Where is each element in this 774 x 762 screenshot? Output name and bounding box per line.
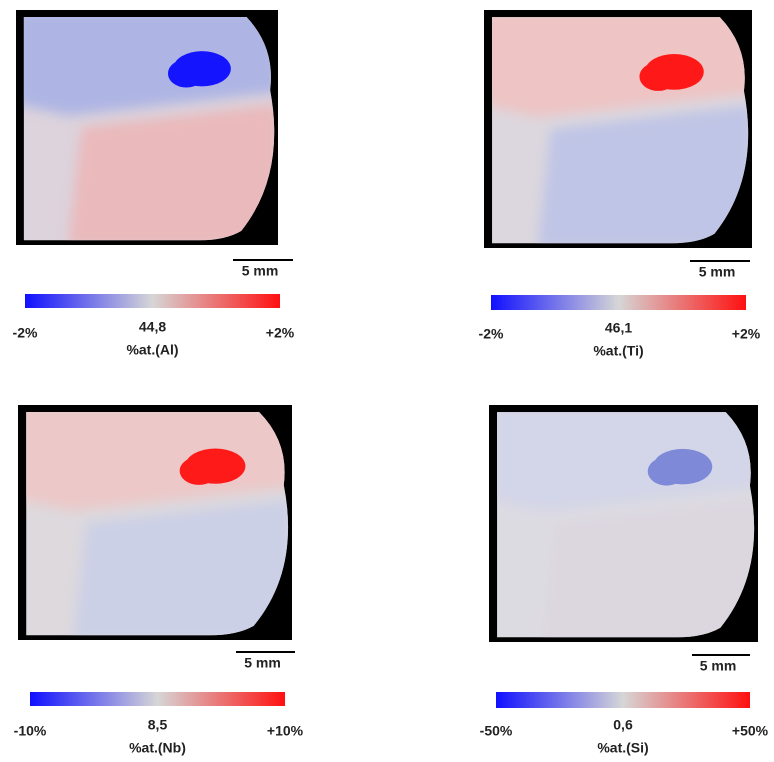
colorbar-max: +2%	[266, 325, 295, 341]
scale-bar-label: 5 mm	[699, 264, 736, 280]
colorbar-min: -2%	[479, 326, 504, 342]
colorbar-center: 44,8	[139, 319, 166, 335]
map-panel: 5 mm -2% 44,8 %at.(Al) +2%	[13, 10, 295, 358]
map-top-region	[26, 412, 289, 511]
scale-bar-label: 5 mm	[242, 263, 279, 279]
colorbar-max: +2%	[732, 326, 761, 342]
map	[23, 17, 275, 241]
map-top-region	[23, 17, 275, 116]
map-bottom-region	[537, 105, 749, 244]
colorbar-min: -10%	[14, 723, 47, 739]
map-panel: 5 mm -50% 0,6 %at.(Si) +50%	[480, 405, 769, 756]
map-bottom-region	[72, 499, 289, 636]
colorbar-max: +50%	[732, 723, 769, 739]
map-top-region	[492, 17, 749, 118]
map-bottom-region	[68, 104, 275, 241]
scale-bar-label: 5 mm	[700, 658, 737, 674]
map	[26, 412, 289, 636]
colorbar-min: -50%	[480, 723, 513, 739]
colorbar	[25, 294, 280, 308]
colorbar-center: 46,1	[605, 320, 632, 336]
colorbar	[491, 295, 746, 310]
map-blob	[167, 59, 205, 88]
colorbar-label: %at.(Ti)	[593, 343, 643, 359]
map-panel: 5 mm -2% 46,1 %at.(Ti) +2%	[479, 10, 761, 359]
map	[492, 17, 749, 244]
colorbar-center: 0,6	[613, 717, 633, 733]
map-blob	[647, 457, 686, 486]
map	[497, 412, 755, 638]
colorbar-label: %at.(Si)	[597, 740, 648, 756]
map-blob	[179, 456, 219, 485]
colorbar-label: %at.(Nb)	[129, 740, 186, 756]
colorbar-center: 8,5	[148, 717, 168, 733]
colorbar	[496, 692, 750, 708]
map-panel: 5 mm -10% 8,5 %at.(Nb) +10%	[14, 405, 304, 756]
map-bottom-region	[542, 499, 755, 638]
colorbar	[30, 692, 285, 706]
colorbar-min: -2%	[13, 325, 38, 341]
map-blob	[639, 62, 677, 91]
scale-bar-label: 5 mm	[244, 655, 281, 671]
colorbar-max: +10%	[267, 723, 304, 739]
colorbar-label: %at.(Al)	[126, 342, 178, 358]
map-top-region	[497, 412, 755, 512]
